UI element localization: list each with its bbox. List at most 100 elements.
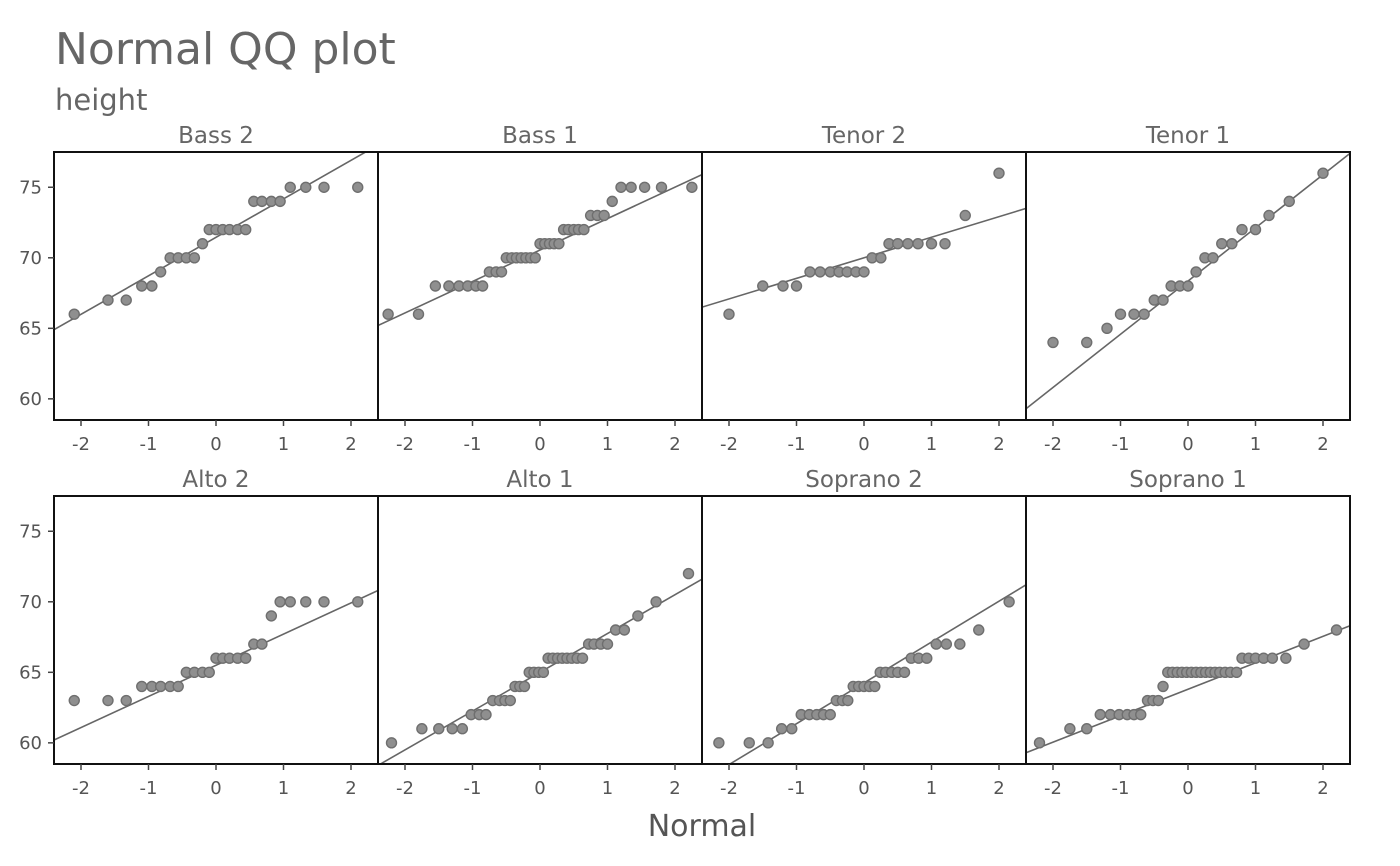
y-tick-label: 75 bbox=[19, 521, 42, 542]
data-point bbox=[352, 596, 364, 608]
x-tick-label: 0 bbox=[210, 434, 221, 455]
qq-reference-line bbox=[702, 207, 1026, 308]
data-point bbox=[274, 195, 286, 208]
x-tick-label: 0 bbox=[858, 778, 869, 799]
panel-plot-area bbox=[1026, 152, 1350, 410]
data-point bbox=[1101, 322, 1113, 335]
x-tick-label: 2 bbox=[993, 434, 1004, 455]
data-point bbox=[606, 195, 618, 208]
data-point bbox=[632, 610, 644, 622]
data-point bbox=[775, 723, 788, 735]
data-point bbox=[203, 666, 215, 679]
panel-plot-area bbox=[713, 584, 1026, 764]
data-point bbox=[537, 666, 550, 679]
data-point bbox=[120, 694, 132, 707]
data-point bbox=[902, 237, 914, 250]
x-tick-label: -2 bbox=[720, 778, 738, 799]
data-point bbox=[650, 596, 662, 608]
x-tick-label: -2 bbox=[72, 434, 90, 455]
data-point bbox=[443, 280, 455, 292]
y-tick-label: 70 bbox=[19, 248, 42, 269]
x-axis-label: Normal bbox=[648, 809, 757, 844]
x-tick-label: 2 bbox=[345, 778, 356, 799]
data-point bbox=[1207, 252, 1219, 264]
data-point bbox=[456, 723, 469, 735]
data-point bbox=[1138, 308, 1150, 320]
x-tick-label: 0 bbox=[858, 434, 869, 455]
panel-soprano-2: Soprano 2 -2 -1 0 1 2 bbox=[701, 467, 1027, 799]
data-point bbox=[1263, 209, 1275, 222]
data-point bbox=[284, 596, 296, 608]
data-point bbox=[1249, 223, 1262, 236]
data-point bbox=[274, 596, 286, 608]
data-point bbox=[504, 694, 516, 707]
data-point bbox=[102, 294, 114, 306]
data-point bbox=[959, 209, 971, 222]
data-point bbox=[1236, 223, 1248, 236]
data-point bbox=[120, 294, 132, 306]
data-point bbox=[1283, 195, 1295, 208]
data-point bbox=[925, 237, 938, 250]
data-point bbox=[256, 638, 268, 650]
data-point bbox=[196, 237, 209, 250]
x-tick-label: 2 bbox=[1317, 778, 1328, 799]
data-point bbox=[1266, 652, 1279, 664]
data-point bbox=[1330, 624, 1343, 636]
panel-strip-label: Soprano 1 bbox=[1129, 467, 1246, 493]
data-point bbox=[939, 237, 951, 250]
data-point bbox=[553, 237, 565, 250]
data-point bbox=[1182, 280, 1194, 292]
panel-strip-label: Alto 2 bbox=[182, 467, 249, 493]
data-point bbox=[318, 596, 330, 608]
data-point bbox=[1226, 237, 1238, 250]
panel-bass-1: Bass 1 -2 -1 0 1 2 bbox=[377, 123, 703, 455]
qq-reference-line bbox=[54, 589, 378, 741]
x-tick-label: -1 bbox=[464, 778, 482, 799]
data-point bbox=[912, 237, 924, 250]
x-tick-label: 1 bbox=[602, 778, 613, 799]
data-point bbox=[892, 237, 904, 250]
x-tick-label: -1 bbox=[1112, 434, 1130, 455]
panel-plot-area bbox=[1026, 624, 1350, 754]
data-point bbox=[382, 308, 394, 320]
x-tick-label: 2 bbox=[993, 778, 1004, 799]
data-point bbox=[239, 223, 252, 236]
x-tick-label: -2 bbox=[72, 778, 90, 799]
x-tick-label: -1 bbox=[464, 434, 482, 455]
data-point bbox=[1047, 336, 1059, 349]
panel-soprano-1: Soprano 1 -2 -1 0 1 2 bbox=[1025, 467, 1351, 799]
x-tick-label: 1 bbox=[278, 778, 289, 799]
data-point bbox=[1216, 237, 1228, 250]
x-tick-label: -2 bbox=[1044, 778, 1062, 799]
data-point bbox=[239, 652, 252, 664]
data-point bbox=[284, 181, 296, 193]
panel-border bbox=[1025, 495, 1351, 765]
panel-strip-label: Tenor 1 bbox=[1145, 123, 1230, 149]
data-point bbox=[476, 280, 489, 292]
data-point bbox=[172, 680, 184, 693]
data-point bbox=[446, 723, 458, 735]
x-tick-label: 0 bbox=[534, 778, 545, 799]
data-point bbox=[682, 567, 695, 580]
x-tick-label: -2 bbox=[396, 778, 414, 799]
data-point bbox=[1081, 336, 1093, 349]
x-tick-label: -1 bbox=[140, 434, 158, 455]
data-point bbox=[412, 308, 425, 320]
data-point bbox=[598, 209, 610, 222]
data-point bbox=[954, 638, 966, 650]
data-point bbox=[300, 596, 312, 608]
x-tick-label: 0 bbox=[210, 778, 221, 799]
x-tick-label: -1 bbox=[140, 778, 158, 799]
x-tick-label: 1 bbox=[602, 434, 613, 455]
panel-alto-1: Alto 1 -2 -1 0 1 2 bbox=[377, 467, 703, 799]
data-point bbox=[615, 181, 627, 193]
data-point bbox=[824, 708, 836, 721]
data-point bbox=[814, 266, 826, 278]
y-tick-label: 70 bbox=[19, 592, 42, 613]
data-point bbox=[1157, 680, 1169, 693]
data-point bbox=[993, 167, 1005, 179]
panel-plot-area bbox=[702, 167, 1026, 320]
data-point bbox=[898, 666, 911, 679]
data-point bbox=[68, 694, 80, 707]
data-point bbox=[578, 223, 590, 236]
